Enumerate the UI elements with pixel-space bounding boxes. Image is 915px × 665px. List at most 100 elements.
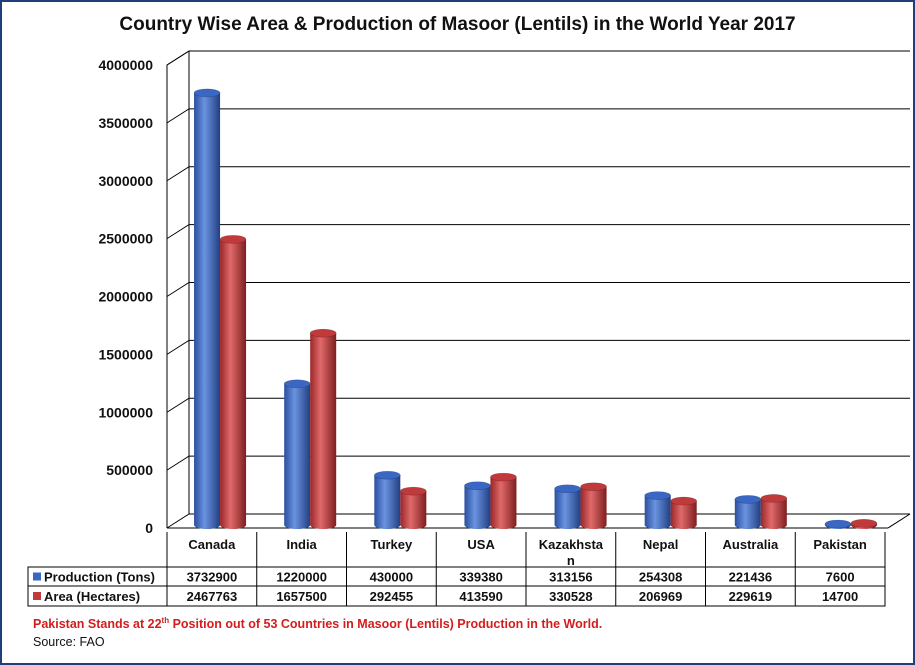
- bars: [193, 88, 878, 529]
- bar-body: [374, 475, 401, 525]
- bar-top: [490, 472, 517, 482]
- gridlines: [166, 50, 910, 529]
- bar-top: [644, 491, 671, 500]
- bar-production-australia: [734, 495, 762, 529]
- bar-area-canada: [219, 235, 247, 529]
- legend-swatch: [33, 572, 41, 581]
- table-value: 339380: [459, 570, 502, 585]
- table-value: 14700: [822, 589, 858, 604]
- bar-area-kazakhstan: [580, 482, 607, 529]
- bar-area-usa: [490, 472, 517, 529]
- bar-production-nepal: [644, 491, 671, 529]
- legend-series-name: Area (Hectares): [44, 589, 140, 604]
- bar-production-usa: [464, 481, 491, 529]
- gridline: [166, 455, 910, 471]
- x-category-label: Australia: [723, 537, 779, 552]
- gridline: [166, 282, 910, 297]
- x-category-label: India: [286, 537, 317, 552]
- bar-top: [400, 486, 427, 496]
- bar-area-india: [309, 328, 337, 529]
- source-note: Source: FAO: [33, 635, 105, 649]
- bar-top: [374, 470, 401, 480]
- gridline: [166, 224, 910, 240]
- footnote: Pakistan Stands at 22th Position out of …: [33, 616, 602, 631]
- x-category-label: Canada: [188, 537, 236, 552]
- bar-top: [219, 235, 247, 244]
- bar-production-canada: [193, 88, 221, 529]
- bar-body: [670, 501, 697, 525]
- y-tick-label: 4000000: [98, 57, 153, 73]
- table-value: 330528: [549, 589, 592, 604]
- gridline: [166, 513, 910, 529]
- bar-body: [284, 383, 311, 525]
- y-tick-label: 0: [145, 520, 153, 536]
- x-category-label: USA: [467, 537, 495, 552]
- bar-top: [309, 328, 337, 338]
- x-category-label: Pakistan: [813, 537, 867, 552]
- bar-body: [310, 333, 337, 525]
- bar-area-pakistan: [850, 518, 878, 529]
- table-value: 292455: [370, 589, 413, 604]
- bar-body: [220, 239, 247, 525]
- y-tick-label: 3500000: [98, 115, 153, 131]
- bar-body: [490, 477, 517, 525]
- x-category-label: Kazakhsta: [539, 537, 604, 552]
- gridline: [166, 50, 910, 66]
- y-tick-label: 1500000: [98, 346, 153, 362]
- bar-production-india: [283, 379, 311, 529]
- table-value: 430000: [370, 570, 413, 585]
- table-value: 413590: [459, 589, 502, 604]
- x-category-label: Turkey: [371, 537, 413, 552]
- table-value: 1657500: [276, 589, 327, 604]
- gridline: [166, 339, 910, 355]
- bar-top: [850, 518, 878, 528]
- table-value: 7600: [826, 570, 855, 585]
- gridline: [166, 166, 910, 182]
- bar-top: [554, 484, 581, 494]
- footnote-text: Pakistan Stands at 22: [33, 617, 162, 632]
- y-tick-label: 2000000: [98, 289, 153, 305]
- legend-swatch: [33, 592, 41, 600]
- bar-production-turkey: [374, 470, 401, 529]
- footnote-text-rest: Position out of 53 Countries in Masoor (…: [169, 617, 603, 632]
- footnote-superscript: th: [161, 616, 170, 625]
- bar-production-kazakhstan: [554, 484, 581, 529]
- bar-area-turkey: [400, 486, 427, 529]
- bar-production-pakistan: [824, 519, 852, 529]
- gridline: [166, 108, 910, 124]
- bar-area-nepal: [670, 496, 697, 529]
- gridline: [166, 397, 910, 413]
- bar-body: [400, 491, 427, 525]
- bar-top: [760, 494, 788, 503]
- bar-body: [464, 485, 491, 525]
- bar-top: [824, 519, 852, 529]
- table-value: 206969: [639, 589, 682, 604]
- bar-top: [283, 379, 311, 389]
- y-tick-label: 1000000: [98, 404, 153, 420]
- bar-body: [760, 498, 787, 525]
- y-axis-tick-labels: 0 500000 1000000 1500000 2000000 2500000 30000…: [98, 57, 153, 536]
- bar-body: [194, 92, 221, 526]
- floor-right-edge: [887, 513, 911, 529]
- y-tick-label: 500000: [106, 462, 153, 478]
- table-value: 229619: [729, 589, 772, 604]
- y-tick-label: 2500000: [98, 231, 153, 247]
- table-value: 221436: [729, 570, 772, 585]
- bar-body: [644, 495, 671, 525]
- table-value: 2467763: [187, 589, 238, 604]
- y-tick-label: 3000000: [98, 173, 153, 189]
- x-category-label: n: [567, 553, 575, 568]
- bar-top: [580, 482, 607, 492]
- table-value: 254308: [639, 570, 682, 585]
- bar-body: [554, 488, 581, 525]
- table-value: 3732900: [187, 570, 238, 585]
- bar-top: [193, 88, 221, 98]
- bar-top: [464, 481, 491, 491]
- table-value: 313156: [549, 570, 592, 585]
- bar-top: [670, 496, 697, 506]
- chart-title: Country Wise Area & Production of Masoor…: [119, 14, 796, 35]
- x-category-label: Nepal: [643, 537, 678, 552]
